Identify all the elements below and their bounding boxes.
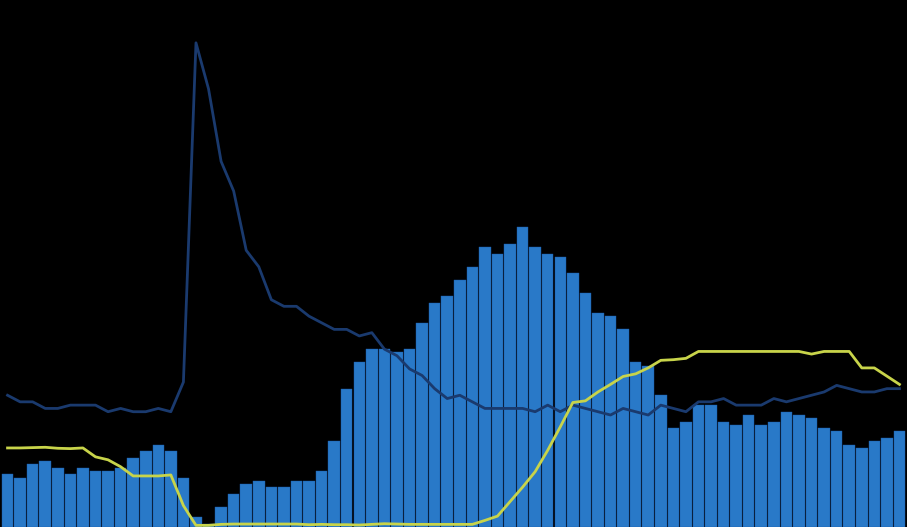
Bar xyxy=(303,481,315,527)
Bar xyxy=(15,477,26,527)
Bar xyxy=(492,253,503,527)
Bar xyxy=(693,405,704,527)
Bar xyxy=(328,442,340,527)
Bar xyxy=(278,487,289,527)
Bar xyxy=(290,481,302,527)
Bar xyxy=(680,422,692,527)
Bar xyxy=(818,428,830,527)
Bar xyxy=(77,468,89,527)
Bar xyxy=(730,425,742,527)
Bar xyxy=(27,464,38,527)
Bar xyxy=(466,267,478,527)
Bar xyxy=(517,227,529,527)
Bar xyxy=(844,445,855,527)
Bar xyxy=(165,451,177,527)
Bar xyxy=(366,349,377,527)
Bar xyxy=(542,253,553,527)
Bar xyxy=(504,243,516,527)
Bar xyxy=(140,451,151,527)
Bar xyxy=(240,484,252,527)
Bar xyxy=(391,353,403,527)
Bar xyxy=(316,471,327,527)
Bar xyxy=(781,412,792,527)
Bar xyxy=(52,468,63,527)
Bar xyxy=(794,415,805,527)
Bar xyxy=(127,458,139,527)
Bar xyxy=(856,448,868,527)
Bar xyxy=(378,349,390,527)
Bar xyxy=(404,349,415,527)
Bar xyxy=(768,422,780,527)
Bar xyxy=(530,247,541,527)
Bar xyxy=(115,468,126,527)
Bar xyxy=(90,471,102,527)
Bar xyxy=(706,405,717,527)
Bar xyxy=(629,363,641,527)
Bar xyxy=(618,329,629,527)
Bar xyxy=(178,477,190,527)
Bar xyxy=(2,474,14,527)
Bar xyxy=(354,363,365,527)
Bar xyxy=(454,280,465,527)
Bar xyxy=(805,418,817,527)
Bar xyxy=(64,474,76,527)
Bar xyxy=(743,415,755,527)
Bar xyxy=(341,389,353,527)
Bar xyxy=(479,247,491,527)
Bar xyxy=(605,316,617,527)
Bar xyxy=(102,471,113,527)
Bar xyxy=(881,438,892,527)
Bar xyxy=(228,494,239,527)
Bar xyxy=(831,432,843,527)
Bar xyxy=(39,461,51,527)
Bar xyxy=(642,366,654,527)
Bar xyxy=(580,293,591,527)
Bar xyxy=(893,432,905,527)
Bar xyxy=(215,507,227,527)
Bar xyxy=(756,425,767,527)
Bar xyxy=(253,481,265,527)
Bar xyxy=(190,517,201,527)
Bar xyxy=(442,296,453,527)
Bar xyxy=(655,395,667,527)
Bar xyxy=(668,428,679,527)
Bar xyxy=(554,257,566,527)
Bar xyxy=(152,445,164,527)
Bar xyxy=(869,442,880,527)
Bar xyxy=(717,422,729,527)
Bar xyxy=(266,487,278,527)
Bar xyxy=(429,303,441,527)
Bar xyxy=(416,323,428,527)
Bar xyxy=(203,524,214,527)
Bar xyxy=(592,313,604,527)
Bar xyxy=(567,274,579,527)
